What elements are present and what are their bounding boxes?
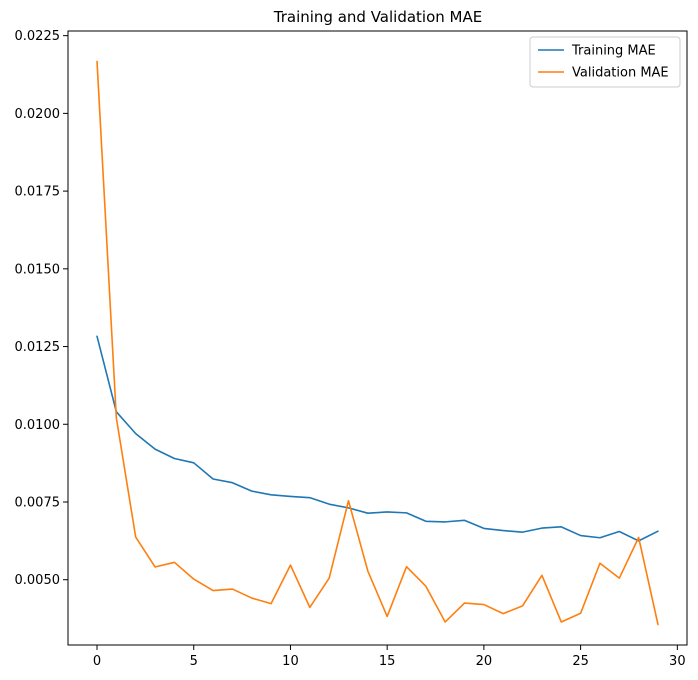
legend: Training MAE Validation MAE bbox=[529, 36, 681, 88]
x-tick-label: 0 bbox=[93, 654, 101, 669]
series-line-training-mae bbox=[96, 335, 659, 542]
x-tick-label: 10 bbox=[282, 654, 299, 669]
x-tick-label: 15 bbox=[379, 654, 396, 669]
x-tick-label: 30 bbox=[669, 654, 686, 669]
y-tick-label: 0.0225 bbox=[15, 29, 61, 44]
legend-label: Validation MAE bbox=[572, 66, 669, 81]
y-tick-label: 0.0175 bbox=[15, 185, 61, 200]
y-tick-label: 0.0200 bbox=[15, 107, 61, 122]
series-lines bbox=[96, 60, 659, 626]
x-tick-label: 25 bbox=[572, 654, 589, 669]
chart-title: Training and Validation MAE bbox=[273, 8, 482, 26]
y-tick-label: 0.0075 bbox=[15, 495, 61, 510]
y-tick-label: 0.0125 bbox=[15, 340, 61, 355]
legend-box bbox=[529, 36, 681, 88]
axes-frame bbox=[67, 30, 688, 646]
y-tick-label: 0.0050 bbox=[15, 573, 61, 588]
y-tick-label: 0.0150 bbox=[15, 262, 61, 277]
x-tick-label: 20 bbox=[476, 654, 493, 669]
legend-label: Training MAE bbox=[571, 44, 656, 59]
x-tick-label: 5 bbox=[190, 654, 198, 669]
x-axis: 0 5 10 15 20 25 30 bbox=[93, 645, 686, 669]
y-axis: 0.0050 0.0075 0.0100 0.0125 0.0150 0.0175 0.02… bbox=[15, 29, 68, 588]
y-tick-label: 0.0100 bbox=[15, 418, 61, 433]
series-line-validation-mae bbox=[96, 60, 659, 626]
